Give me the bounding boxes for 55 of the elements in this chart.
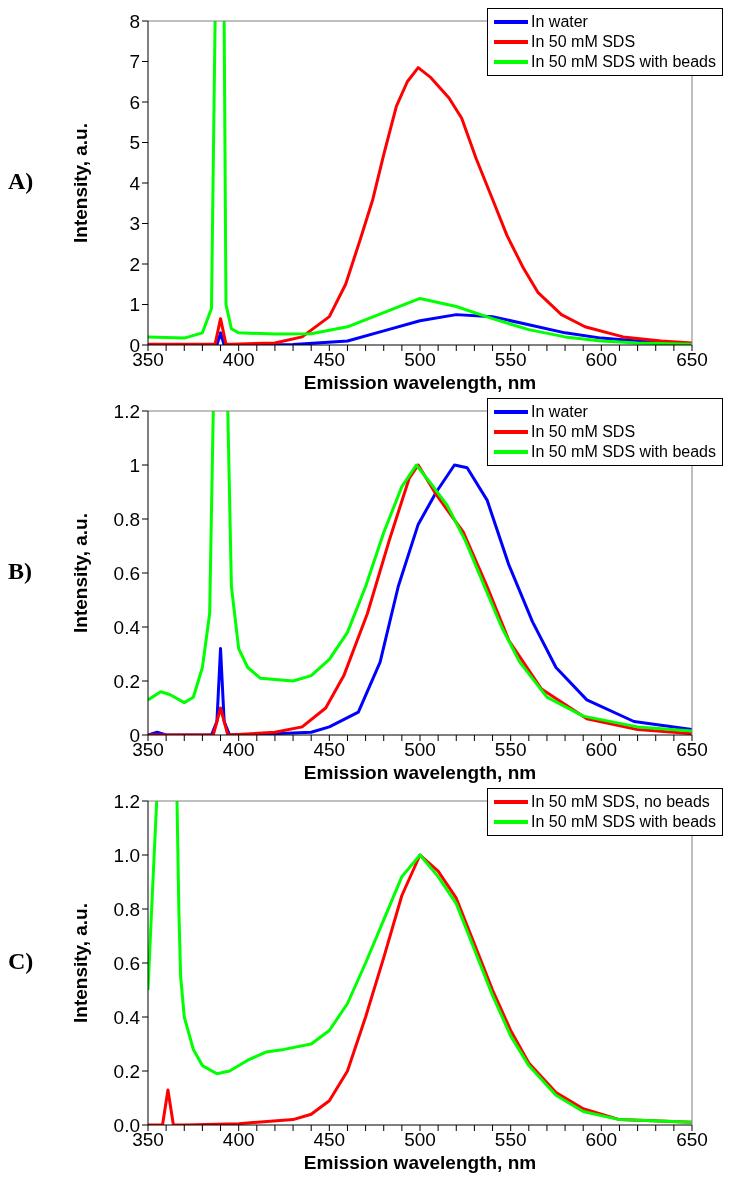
legend-label: In water	[531, 402, 588, 422]
x-tick-label: 450	[313, 739, 346, 761]
text: A)	[8, 168, 34, 195]
x-tick-label: 450	[313, 349, 346, 371]
y-tick-label: 4	[129, 172, 141, 194]
y-tick-label: 6	[129, 91, 140, 113]
x-tick-label: 400	[222, 1129, 255, 1151]
y-tick-label: 0.4	[113, 616, 141, 638]
x-tick-label: 500	[404, 349, 436, 371]
y-tick-label: 1	[129, 454, 140, 476]
x-tick-label: 600	[585, 739, 618, 761]
x-tick-label: 550	[494, 739, 527, 761]
legend-label: In 50 mM SDS, no beads	[531, 792, 710, 812]
y-tick-label: 0.8	[113, 898, 140, 920]
legend-label: In 50 mM SDS with beads	[531, 812, 716, 832]
x-axis-title: Emission wavelength, nm	[303, 372, 537, 393]
y-tick-label: 0.6	[113, 562, 140, 584]
x-tick-label: 500	[404, 1129, 436, 1151]
x-tick-label: 450	[313, 1129, 346, 1151]
x-tick-label: 550	[494, 1129, 527, 1151]
y-tick-label: 1.2	[113, 790, 140, 812]
legend-label: In water	[531, 12, 588, 32]
y-tick-label: 0.6	[113, 952, 140, 974]
y-tick-label: 0.8	[113, 508, 140, 530]
x-tick-label: 600	[585, 1129, 618, 1151]
legend-label: In 50 mM SDS	[531, 422, 636, 442]
x-tick-label: 650	[676, 739, 708, 761]
y-tick-label: 2	[129, 253, 140, 275]
legend-label: In 50 mM SDS with beads	[531, 442, 716, 462]
x-tick-label: 550	[494, 349, 527, 371]
x-tick-label: 650	[676, 349, 708, 371]
x-axis-title: Emission wavelength, nm	[303, 762, 537, 783]
y-tick-label: 7	[129, 51, 140, 73]
legend-label: In 50 mM SDS with beads	[531, 52, 716, 72]
x-tick-label: 400	[222, 349, 255, 371]
x-axis-title: Emission wavelength, nm	[303, 1152, 537, 1173]
y-tick-label: 1.2	[113, 400, 140, 422]
y-axis-title: Intensity, a.u.	[69, 512, 91, 634]
y-axis-title: Intensity, a.u.	[69, 902, 91, 1024]
y-tick-label: 0.2	[113, 1060, 140, 1082]
y-tick-label: 8	[129, 10, 140, 32]
x-tick-label: 650	[676, 1129, 708, 1151]
text: B)	[8, 558, 32, 585]
y-tick-label: 3	[129, 213, 140, 235]
y-tick-label: 1.0	[113, 844, 140, 866]
y-tick-label: 0.4	[113, 1006, 141, 1028]
x-tick-label: 600	[585, 349, 618, 371]
x-tick-label: 500	[404, 739, 436, 761]
y-tick-label: 0.2	[113, 670, 140, 692]
y-tick-label: 1	[129, 294, 140, 316]
legend-label: In 50 mM SDS	[531, 32, 636, 52]
y-axis-title: Intensity, a.u.	[69, 122, 91, 244]
x-tick-label: 400	[222, 739, 255, 761]
text: C)	[8, 948, 34, 975]
y-tick-label: 5	[129, 132, 140, 154]
